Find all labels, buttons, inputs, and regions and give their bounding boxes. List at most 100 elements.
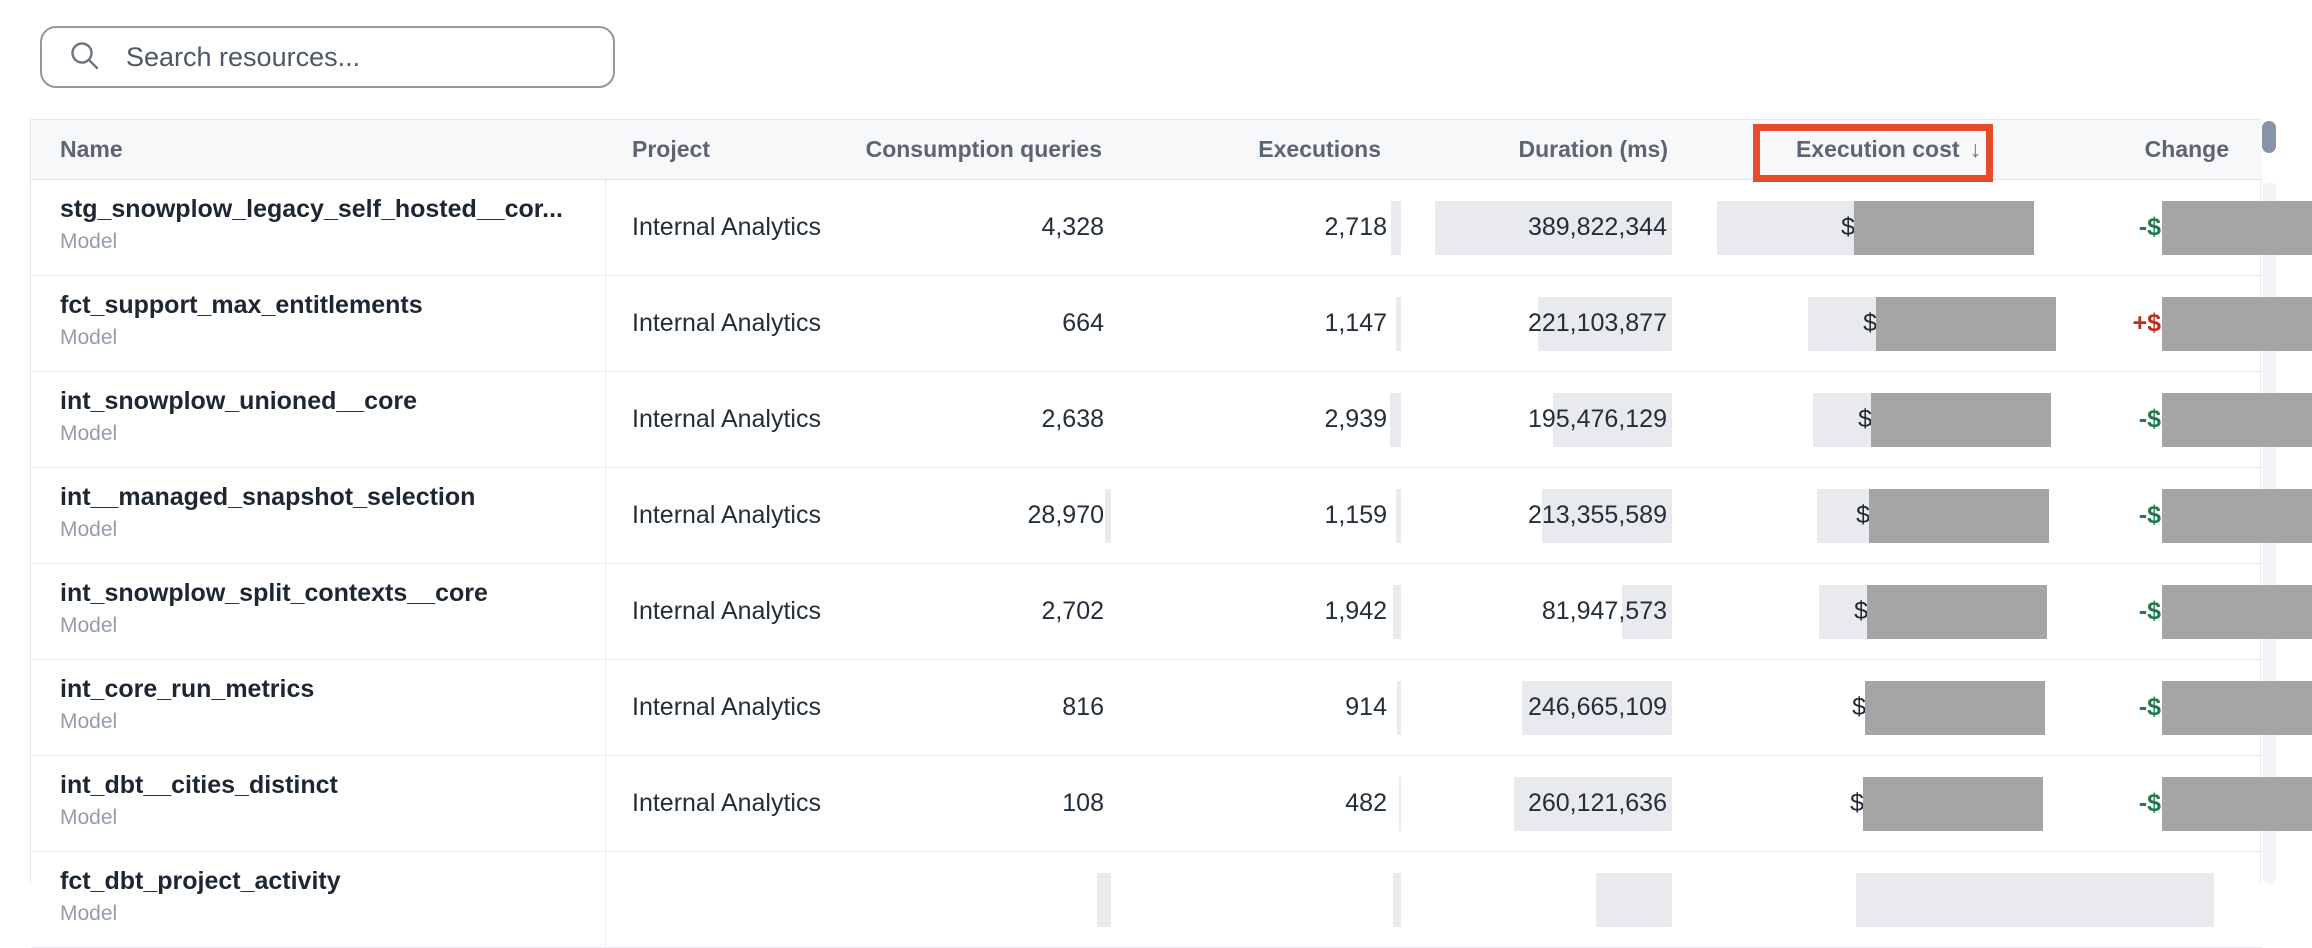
execution-cost-redacted-value — [1867, 585, 2047, 639]
duration-value: 195,476,129 — [1527, 405, 1667, 433]
consumption-queries-value: 664 — [1062, 309, 1104, 337]
column-divider — [605, 564, 606, 660]
column-header-duration[interactable]: Duration (ms) — [1518, 136, 1669, 162]
execution-cost-currency-prefix: $ — [1854, 597, 1868, 625]
resource-cell: int_dbt__cities_distinct Model — [60, 770, 338, 830]
column-divider — [605, 372, 606, 468]
project-cell: Internal Analytics — [632, 309, 821, 337]
duration-data-bar — [1435, 201, 1672, 255]
duration-data-bar — [1622, 585, 1672, 639]
column-header-execution-cost-label: Execution cost — [1795, 136, 1960, 162]
resource-cell: int_core_run_metrics Model — [60, 674, 314, 734]
resource-cell: stg_snowplow_legacy_self_hosted__cor... M… — [60, 194, 563, 254]
column-divider — [605, 756, 606, 852]
change-redacted-value — [2162, 585, 2312, 639]
search-box[interactable] — [40, 26, 615, 88]
execution-cost-redacted-value — [1854, 201, 2034, 255]
executions-value: 1,942 — [1324, 597, 1387, 625]
table-row[interactable]: int__managed_snapshot_selection Model Inte… — [31, 468, 2312, 564]
project-cell: Internal Analytics — [632, 789, 821, 817]
table-row[interactable]: fct_support_max_entitlements Model Interna… — [31, 276, 2312, 372]
duration-data-bar — [1596, 873, 1672, 927]
scrollbar-thumb[interactable] — [2262, 121, 2276, 153]
executions-data-bar — [1396, 297, 1401, 351]
duration-value: 260,121,636 — [1527, 789, 1667, 817]
table-header-row: Name Project Consumption queries Executi… — [31, 119, 2262, 182]
executions-value: 914 — [1345, 693, 1387, 721]
execution-cost-redacted-value — [1865, 681, 2045, 735]
resource-type-label: Model — [60, 710, 118, 733]
change-prefix: -$ — [2138, 405, 2161, 433]
column-header-project[interactable]: Project — [632, 136, 710, 162]
resource-type-label: Model — [60, 902, 118, 925]
column-header-execution-cost[interactable]: Execution cost ↓ — [1771, 120, 2006, 181]
table-row[interactable]: int_dbt__cities_distinct Model Internal An… — [31, 756, 2312, 852]
change-redacted-value — [2162, 777, 2312, 831]
column-header-name[interactable]: Name — [60, 136, 123, 162]
execution-cost-redacted-value — [1863, 777, 2043, 831]
change-redacted-value — [2162, 393, 2312, 447]
resource-type-label: Model — [60, 422, 118, 445]
resource-name[interactable]: int_core_run_metrics — [60, 675, 315, 703]
resource-name[interactable]: stg_snowplow_legacy_self_hosted__cor... — [60, 195, 563, 223]
change-redacted-value — [2162, 681, 2312, 735]
resource-type-label: Model — [60, 614, 118, 637]
resource-name[interactable]: int_dbt__cities_distinct — [60, 771, 338, 799]
resource-name[interactable]: fct_support_max_entitlements — [60, 291, 423, 319]
resource-cell: int_snowplow_split_contexts__core Model — [60, 578, 488, 638]
executions-value: 2,718 — [1324, 213, 1387, 241]
change-prefix: -$ — [2138, 693, 2161, 721]
table-row[interactable]: fct_dbt_project_activity Model — [31, 852, 2262, 948]
resource-type-label: Model — [60, 518, 118, 541]
column-divider — [605, 852, 606, 948]
execution-cost-currency-prefix: $ — [1850, 789, 1864, 817]
change-prefix: -$ — [2138, 501, 2161, 529]
column-header-change[interactable]: Change — [2144, 136, 2229, 162]
consumption-queries-value: 816 — [1062, 693, 1104, 721]
resource-name[interactable]: int__managed_snapshot_selection — [60, 483, 476, 511]
duration-data-bar — [1514, 777, 1672, 831]
duration-value: 221,103,877 — [1527, 309, 1667, 337]
column-divider — [605, 660, 606, 756]
search-input[interactable] — [124, 40, 598, 74]
duration-value: 213,355,589 — [1527, 501, 1667, 529]
table-row[interactable]: int_core_run_metrics Model Internal Analyt… — [31, 660, 2312, 756]
change-redacted-value — [2162, 489, 2312, 543]
consumption-queries-value: 4,328 — [1041, 213, 1104, 241]
project-cell: Internal Analytics — [632, 693, 821, 721]
executions-value: 1,147 — [1324, 309, 1387, 337]
duration-data-bar — [1522, 681, 1672, 735]
consumption-data-bar — [1105, 489, 1111, 543]
resource-type-label: Model — [60, 230, 118, 253]
table-row[interactable]: int_snowplow_split_contexts__core Model In… — [31, 564, 2312, 660]
consumption-data-bar — [1097, 873, 1111, 927]
project-cell: Internal Analytics — [632, 405, 821, 433]
execution-cost-highlight-box — [1753, 124, 1993, 182]
resource-name[interactable]: int_snowplow_split_contexts__core — [60, 579, 488, 607]
column-header-consumption-queries[interactable]: Consumption queries — [865, 136, 1102, 162]
resource-type-label: Model — [60, 326, 118, 349]
column-header-executions[interactable]: Executions — [1258, 136, 1381, 162]
resource-type-label: Model — [60, 806, 118, 829]
executions-data-bar — [1393, 873, 1401, 927]
change-prefix: -$ — [2138, 597, 2161, 625]
executions-data-bar — [1393, 585, 1401, 639]
resources-table: Name Project Consumption queries Executi… — [30, 119, 2312, 948]
duration-value: 246,665,109 — [1527, 693, 1667, 721]
executions-value: 482 — [1345, 789, 1387, 817]
column-divider — [605, 180, 606, 276]
consumption-queries-value: 2,638 — [1041, 405, 1104, 433]
resource-cell: fct_dbt_project_activity Model — [60, 866, 341, 926]
resource-name[interactable]: fct_dbt_project_activity — [60, 867, 341, 895]
execution-cost-redacted-value — [1876, 297, 2056, 351]
execution-cost-data-bar — [1856, 873, 2214, 927]
executions-value: 1,159 — [1324, 501, 1387, 529]
change-redacted-value — [2162, 201, 2312, 255]
column-divider — [605, 468, 606, 564]
duration-data-bar — [1553, 393, 1672, 447]
table-row[interactable]: stg_snowplow_legacy_self_hosted__cor... M… — [31, 180, 2312, 276]
resource-name[interactable]: int_snowplow_unioned__core — [60, 387, 417, 415]
sort-descending-icon: ↓ — [1969, 136, 1982, 162]
table-row[interactable]: int_snowplow_unioned__core Model Internal … — [31, 372, 2312, 468]
change-prefix: -$ — [2138, 789, 2161, 817]
